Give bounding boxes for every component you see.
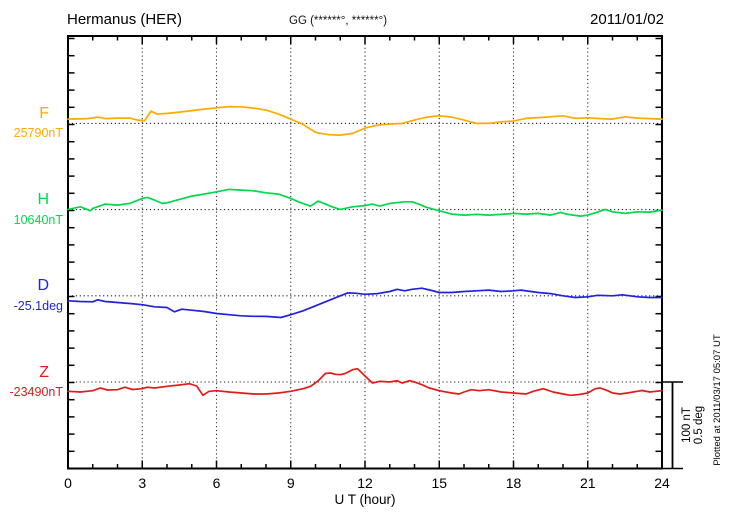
series-baseline-value-F: 25790nT [13, 126, 63, 141]
series-letter-F: F [39, 104, 49, 122]
series-baseline-value-H: 10640nT [13, 212, 63, 227]
scalebar-nt-label: 100 nT [681, 407, 693, 443]
geographic-coords-label: GG (******°, ******°) [289, 15, 388, 27]
series-baseline-value-Z: -23490nT [9, 385, 63, 399]
x-tick-label-6: 6 [212, 475, 221, 491]
series-baseline-value-D: -25.1deg [13, 298, 63, 313]
trace-D [67, 287, 663, 319]
station-title: Hermanus (HER) [67, 11, 183, 28]
series-letter-D: D [37, 277, 49, 295]
x-tick-label-12: 12 [357, 475, 373, 491]
plot-frame [67, 35, 663, 470]
series-letter-Z: Z [39, 363, 49, 381]
date-label: 2011/01/02 [590, 11, 664, 28]
x-tick-label-9: 9 [286, 475, 295, 491]
trace-Z [67, 367, 663, 397]
x-tick-label-0: 0 [64, 475, 72, 491]
plotted-at-label: Plotted at 2011/03/17 05:07 UT [712, 334, 723, 466]
trace-H [67, 188, 663, 217]
series-letter-H: H [37, 191, 49, 209]
x-axis-title: U T (hour) [334, 492, 396, 507]
scalebar-deg-label: 0.5 deg [693, 406, 705, 444]
x-tick-label-24: 24 [654, 475, 670, 491]
x-tick-label-18: 18 [505, 475, 522, 491]
x-tick-label-3: 3 [138, 475, 147, 491]
x-tick-label-21: 21 [579, 475, 596, 491]
trace-F [67, 105, 663, 136]
x-tick-label-15: 15 [431, 475, 448, 491]
